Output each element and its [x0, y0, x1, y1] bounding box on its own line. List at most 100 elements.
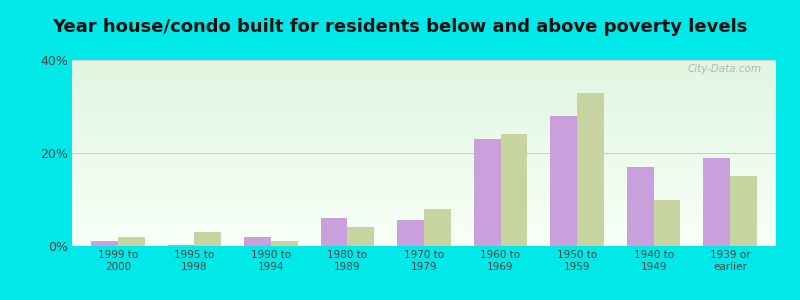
Bar — [244, 237, 271, 246]
Bar — [72, 205, 776, 207]
Bar — [72, 166, 776, 168]
Bar — [72, 235, 776, 237]
Bar — [72, 90, 776, 92]
Bar — [194, 232, 222, 246]
Bar — [72, 194, 776, 196]
Bar — [72, 203, 776, 205]
Bar — [72, 82, 776, 84]
Bar — [72, 99, 776, 101]
Bar — [72, 116, 776, 118]
Bar — [72, 227, 776, 229]
Bar — [72, 146, 776, 147]
Bar — [626, 167, 654, 246]
Bar — [72, 110, 776, 112]
Bar — [72, 105, 776, 106]
Bar — [72, 222, 776, 224]
Bar — [271, 241, 298, 246]
Bar — [72, 77, 776, 79]
Bar — [72, 175, 776, 177]
Bar — [577, 92, 604, 246]
Bar — [550, 116, 577, 246]
Bar — [72, 238, 776, 240]
Bar — [72, 155, 776, 157]
Bar — [72, 119, 776, 122]
Bar — [72, 127, 776, 129]
Bar — [72, 153, 776, 155]
Bar — [72, 114, 776, 116]
Bar — [72, 62, 776, 64]
Bar — [72, 118, 776, 119]
Bar — [72, 229, 776, 231]
Bar — [72, 103, 776, 105]
Bar — [72, 170, 776, 172]
Bar — [72, 60, 776, 62]
Text: Year house/condo built for residents below and above poverty levels: Year house/condo built for residents bel… — [52, 18, 748, 36]
Bar — [72, 226, 776, 227]
Bar — [72, 160, 776, 162]
Bar — [72, 233, 776, 235]
Bar — [72, 224, 776, 226]
Bar — [72, 138, 776, 140]
Bar — [72, 181, 776, 183]
Bar — [72, 231, 776, 233]
Bar — [72, 201, 776, 203]
Bar — [72, 129, 776, 131]
Bar — [72, 108, 776, 110]
Bar — [72, 216, 776, 218]
Bar — [72, 209, 776, 211]
Bar — [474, 139, 501, 246]
Bar — [72, 183, 776, 184]
Bar — [72, 101, 776, 103]
Bar — [72, 172, 776, 173]
Bar — [72, 211, 776, 212]
Bar — [72, 122, 776, 123]
Bar — [501, 134, 527, 246]
Bar — [72, 92, 776, 94]
Bar — [72, 144, 776, 146]
Bar — [72, 112, 776, 114]
Bar — [72, 131, 776, 133]
Bar — [72, 75, 776, 77]
Bar — [72, 95, 776, 97]
Bar — [72, 196, 776, 198]
Bar — [72, 140, 776, 142]
Bar — [72, 162, 776, 164]
Bar — [72, 192, 776, 194]
Bar — [72, 133, 776, 134]
Bar — [72, 242, 776, 244]
Bar — [72, 198, 776, 200]
Bar — [72, 97, 776, 99]
Bar — [72, 237, 776, 239]
Bar — [72, 79, 776, 80]
Bar — [72, 134, 776, 136]
Bar — [72, 147, 776, 149]
Bar — [72, 240, 776, 242]
Bar — [72, 244, 776, 246]
Bar — [72, 66, 776, 68]
Bar — [72, 84, 776, 86]
Bar — [72, 142, 776, 144]
Bar — [72, 220, 776, 222]
Bar — [72, 188, 776, 190]
Bar — [72, 136, 776, 138]
Bar — [398, 220, 424, 246]
Bar — [72, 212, 776, 214]
Bar — [347, 227, 374, 246]
Bar — [321, 218, 347, 246]
Bar — [72, 159, 776, 161]
Bar — [72, 207, 776, 209]
Bar — [168, 244, 194, 246]
Bar — [72, 164, 776, 166]
Bar — [72, 187, 776, 188]
Bar — [424, 209, 450, 246]
Bar — [654, 200, 680, 246]
Bar — [703, 158, 730, 246]
Bar — [72, 123, 776, 125]
Bar — [72, 94, 776, 95]
Bar — [72, 106, 776, 108]
Bar — [72, 177, 776, 179]
Bar — [72, 68, 776, 69]
Bar — [72, 200, 776, 201]
Bar — [91, 241, 118, 246]
Bar — [72, 80, 776, 82]
